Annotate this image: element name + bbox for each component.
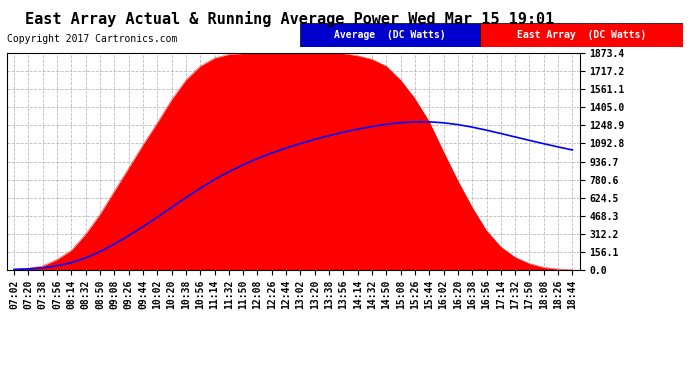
Text: Average  (DC Watts): Average (DC Watts) (335, 30, 446, 40)
FancyBboxPatch shape (480, 22, 683, 47)
Text: East Array  (DC Watts): East Array (DC Watts) (517, 30, 647, 40)
Text: East Array Actual & Running Average Power Wed Mar 15 19:01: East Array Actual & Running Average Powe… (25, 11, 555, 27)
FancyBboxPatch shape (300, 22, 480, 47)
Text: Copyright 2017 Cartronics.com: Copyright 2017 Cartronics.com (7, 34, 177, 44)
